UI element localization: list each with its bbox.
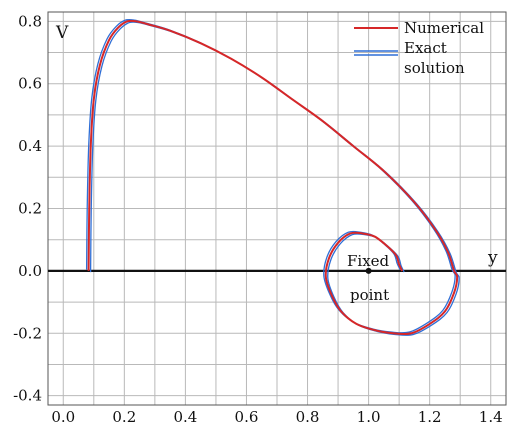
y-tick-label: 0.2	[18, 200, 42, 218]
y-tick-label: -0.4	[13, 387, 42, 405]
y-tick-label: -0.2	[13, 324, 42, 342]
x-tick-label: 0.0	[51, 408, 75, 426]
x-axis-label: y	[487, 248, 498, 268]
plot-frame	[47, 11, 507, 406]
y-tick-label: 0.8	[18, 12, 42, 30]
legend-label-numerical: Numerical	[404, 19, 484, 37]
y-tick-label: 0.4	[18, 137, 42, 155]
x-tick-label: 0.8	[296, 408, 320, 426]
series-numerical-line	[87, 19, 459, 336]
series-exact-solution-line-a	[85, 18, 456, 334]
y-tick-label: 0.0	[18, 262, 42, 280]
y-axis-label: V	[55, 23, 69, 43]
x-tick-label: 1.4	[479, 408, 503, 426]
legend-label-exact-line2: solution	[404, 59, 465, 77]
fixed-point-label-line2: point	[350, 286, 389, 304]
x-tick-label: 0.2	[112, 408, 136, 426]
series-exact-solution-line-b	[89, 21, 460, 336]
legend-label-exact-line1: Exact	[404, 39, 447, 57]
y-tick-label: 0.6	[18, 75, 42, 93]
tick-labels: 0.0 0.2 0.4 0.6 0.8 1.0 1.2 1.40.80.60.40.20.0-…	[13, 12, 503, 426]
x-tick-label: 0.4	[173, 408, 197, 426]
x-tick-label: 0.6	[235, 408, 259, 426]
fixed-point-annotation: Fixed point	[347, 252, 390, 304]
series-lines	[85, 18, 460, 336]
fixed-point-label-line1: Fixed	[347, 252, 390, 270]
legend: Numerical Exact solution	[354, 19, 484, 77]
fixed-point-marker	[365, 267, 372, 274]
x-tick-label: 1.2	[418, 408, 442, 426]
x-tick-label: 1.0	[357, 408, 381, 426]
